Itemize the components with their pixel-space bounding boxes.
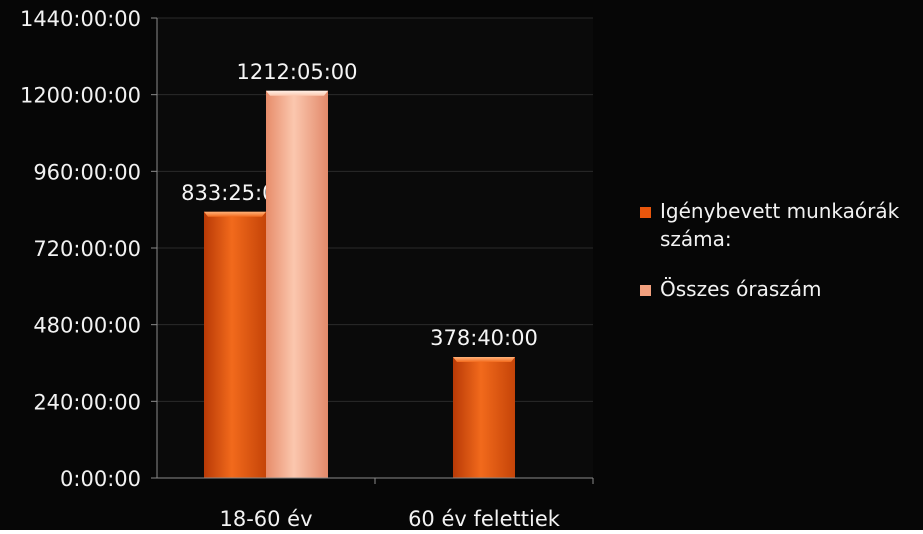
- y-tick-label: 1200:00:00: [20, 84, 141, 108]
- y-tick-label: 720:00:00: [33, 237, 141, 261]
- legend: Igénybevett munkaórák száma: Összes óraszá…: [640, 199, 900, 301]
- y-tick-label: 240:00:00: [33, 390, 141, 414]
- bar-top-bevel: [266, 90, 328, 96]
- legend-swatch: [640, 207, 651, 218]
- bar-top-bevel: [204, 211, 266, 217]
- legend-label: Összes óraszám: [660, 277, 822, 301]
- y-tick-label: 960:00:00: [33, 160, 141, 184]
- y-tick-label: 480:00:00: [33, 314, 141, 338]
- legend-swatch: [640, 285, 651, 296]
- y-axis: 0:00:00 240:00:00 480:00:00 720:00:00 960:00…: [20, 7, 158, 491]
- x-tick-label: 18-60 év: [219, 507, 312, 530]
- y-tick-label: 0:00:00: [60, 467, 141, 491]
- data-label: 1212:05:00: [236, 60, 357, 84]
- bar-igenybevett-1: [453, 357, 515, 478]
- legend-label: Igénybevett munkaórák száma:: [660, 199, 900, 251]
- y-tick-label: 1440:00:00: [20, 7, 141, 31]
- bar-igenybevett-0: [204, 211, 266, 479]
- x-tick-label: 60 év felettiek: [408, 507, 561, 530]
- data-label: 378:40:00: [430, 326, 538, 350]
- x-axis: 18-60 év 60 év felettiek: [157, 477, 594, 531]
- bar-top-bevel: [453, 357, 515, 363]
- bar-osszes-0: [266, 90, 328, 478]
